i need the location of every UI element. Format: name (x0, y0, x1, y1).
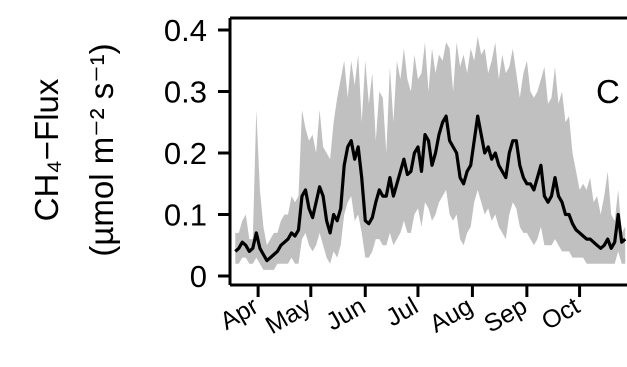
mean-line-layer (234, 114, 627, 263)
y-tick-label: 0 (190, 259, 207, 294)
y-axis-label-line1: CH₄−Flux (28, 78, 65, 221)
x-tick-label: Jul (381, 292, 423, 332)
y-tick-label: 0.1 (164, 198, 207, 233)
x-tick-label: Sep (479, 292, 532, 338)
mean-flux-line (234, 114, 627, 263)
x-tick-label: Apr (215, 292, 263, 336)
y-axis-label-line2: (µmol m⁻² s⁻¹) (83, 43, 120, 256)
x-tick-label: Jun (321, 292, 370, 336)
y-tick-label: 0.2 (164, 136, 207, 171)
x-tick-label: Oct (537, 292, 585, 336)
y-tick-label: 0.3 (164, 75, 207, 110)
x-tick-label: Aug (425, 292, 478, 338)
panel-label: C (596, 73, 620, 110)
y-tick-label: 0.4 (164, 13, 207, 48)
x-tick-label: May (261, 292, 316, 340)
